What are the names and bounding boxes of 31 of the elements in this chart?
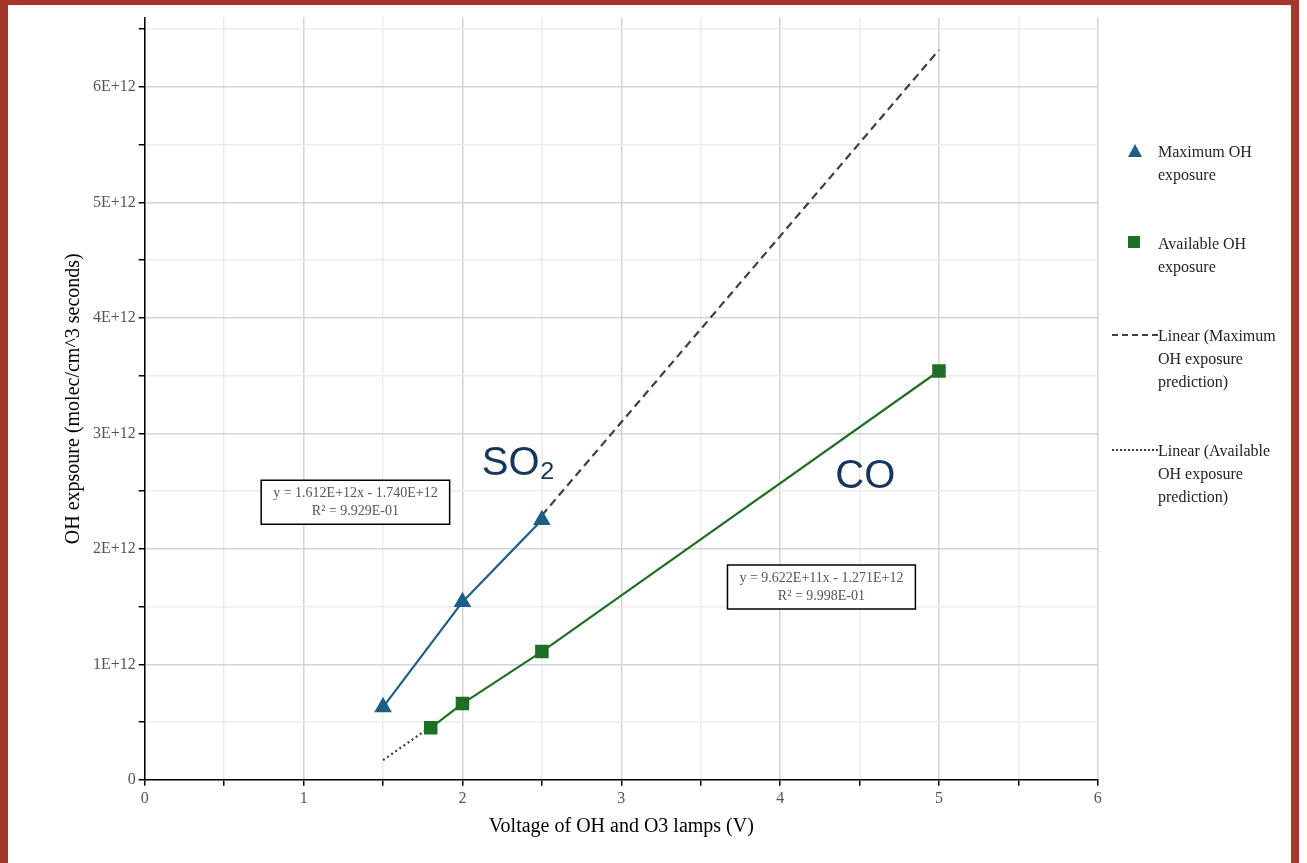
x-tick-label: 2: [458, 788, 467, 806]
point: [423, 721, 438, 735]
y-tick-label: 1E+12: [93, 654, 136, 672]
point: [375, 697, 392, 713]
x-tick-label: 3: [617, 788, 626, 806]
point: [454, 592, 471, 608]
x-tick-label: 0: [140, 788, 149, 806]
legend-label: Available OH exposure: [1158, 234, 1248, 278]
point: [932, 364, 946, 378]
y-tick-label: 6E+12: [93, 77, 136, 95]
y-tick-label: 2E+12: [93, 539, 136, 557]
annotation: CO: [835, 452, 896, 497]
point: [535, 644, 549, 659]
legend-label: Maximum OH exposure: [1158, 142, 1253, 186]
x-tick-label: 6: [1093, 788, 1102, 806]
annotation: y = 1.612E+12x - 1.740E+12 R² = 9.929E-01: [273, 485, 438, 519]
annotation: SO₂: [481, 439, 556, 484]
point: [455, 696, 470, 711]
x-tick-label: 4: [776, 788, 785, 806]
x-tick-label: 5: [934, 788, 943, 806]
y-tick-label: 4E+12: [93, 308, 136, 326]
legend-label: Linear (Available OH exposure prediction): [1158, 441, 1272, 508]
y-tick-label: 3E+12: [93, 423, 136, 441]
annotation: y = 9.622E+11x - 1.271E+12 R² = 9.998E-01: [739, 569, 904, 603]
y-tick-label: 5E+12: [93, 192, 136, 210]
point: [533, 510, 550, 526]
y-tick-label: 0: [127, 770, 136, 787]
x-tick-label: 1: [299, 788, 308, 806]
y-axis-title: OH expsoure (molec/cm^3 seconds): [61, 253, 85, 545]
legend-label: Linear (Maximum OH exposure prediction): [1158, 326, 1277, 393]
x-axis-title: Voltage of OH and O3 lamps (V): [488, 814, 754, 838]
